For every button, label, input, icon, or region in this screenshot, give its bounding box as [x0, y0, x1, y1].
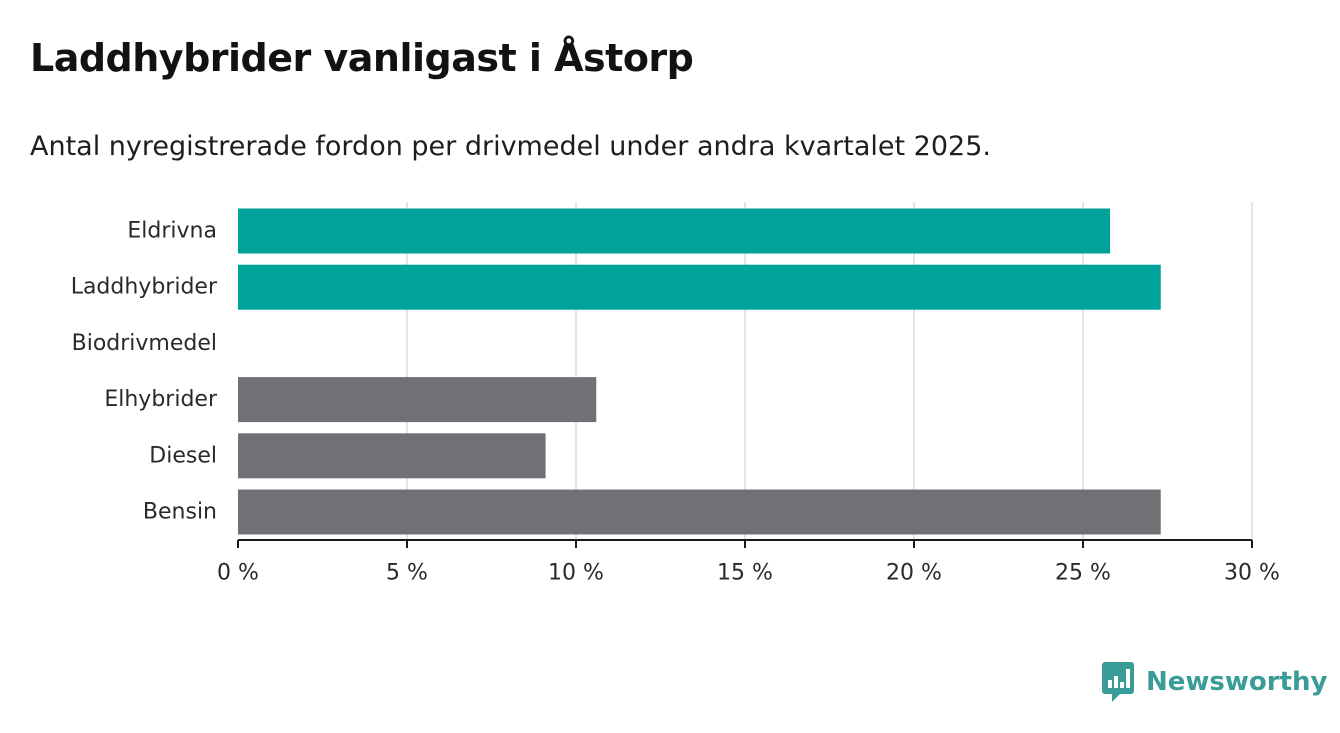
category-label-diesel: Diesel [149, 443, 217, 468]
chart-subtitle: Antal nyregistrerade fordon per drivmede… [30, 131, 991, 162]
bar-elhybrider [238, 377, 597, 423]
category-label-biodrivmedel: Biodrivmedel [72, 331, 217, 356]
x-axis: 0 % 5 % 10 % 15 % 20 % 25 % 30 % [217, 539, 1280, 586]
x-tick-label-5: 25 % [1055, 561, 1111, 586]
x-tick-label-1: 5 % [386, 561, 428, 586]
x-tick-label-6: 30 % [1224, 561, 1280, 586]
grid-lines [406, 202, 1253, 540]
bar-eldrivna [238, 208, 1111, 254]
bar-diesel [238, 433, 546, 479]
newsworthy-brand: Newsworthy [1102, 662, 1327, 702]
brand-name: Newsworthy [1146, 667, 1328, 697]
bar-laddhybrider [238, 264, 1161, 310]
chart-title: Laddhybrider vanligast i Åstorp [30, 36, 694, 80]
x-tick-label-4: 20 % [886, 561, 942, 586]
category-label-eldrivna: Eldrivna [127, 219, 217, 244]
x-tick-label-3: 15 % [717, 561, 773, 586]
bar-bensin [238, 489, 1161, 535]
bars [238, 208, 1161, 535]
category-label-laddhybrider: Laddhybrider [71, 275, 218, 300]
category-labels: Eldrivna Laddhybrider Biodrivmedel Elhybrid… [71, 219, 218, 525]
category-label-bensin: Bensin [143, 500, 217, 525]
bar-chart-logo-icon [1102, 662, 1134, 702]
x-tick-label-2: 10 % [548, 561, 604, 586]
category-label-elhybrider: Elhybrider [104, 387, 218, 412]
x-tick-label-0: 0 % [217, 561, 259, 586]
